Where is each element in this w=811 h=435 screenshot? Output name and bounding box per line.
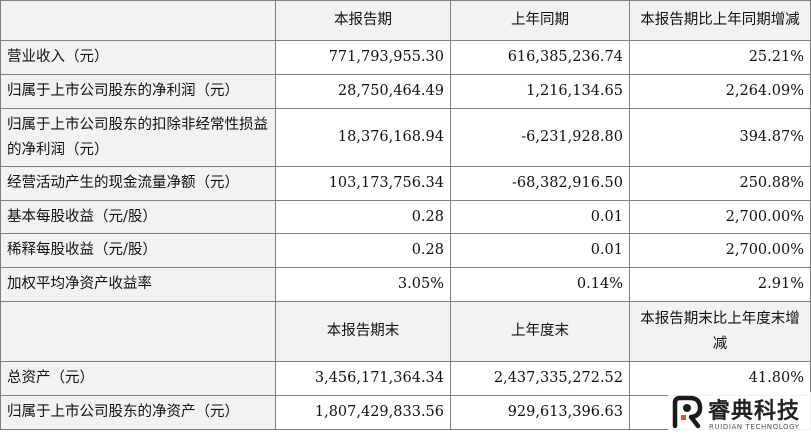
cell-value: 0.14%	[450, 267, 630, 302]
cell-value: 2,700.00%	[629, 200, 811, 234]
row-label: 加权平均净资产收益率	[0, 267, 276, 302]
ruidian-logo-icon	[672, 395, 703, 429]
cell-value: 25.21%	[629, 40, 811, 75]
table-row: 经营活动产生的现金流量净额（元） 103,173,756.34 -68,382,…	[0, 166, 811, 201]
table-row: 稀释每股收益（元/股） 0.28 0.01 2,700.00%	[0, 233, 811, 268]
cell-value: 0.28	[275, 233, 451, 268]
header-cell: 上年度末	[450, 301, 630, 362]
cell-value: 103,173,756.34	[275, 166, 451, 201]
row-label: 总资产（元）	[0, 361, 276, 396]
cell-value: 1,807,429,833.56	[275, 395, 451, 430]
row-label: 归属于上市公司股东的净利润（元）	[0, 74, 276, 109]
table-row: 总资产（元） 3,456,171,364.34 2,437,335,272.52…	[0, 361, 811, 396]
row-label: 归属于上市公司股东的扣除非经常性损益的净利润（元）	[0, 108, 276, 167]
cell-value: 2,700.00%	[629, 233, 811, 268]
table-subheader-row: 本报告期末 上年度末 本报告期末比上年度末增减	[0, 301, 811, 362]
header-cell: 本报告期比上年同期增减	[629, 0, 811, 41]
cell-value: 616,385,236.74	[450, 40, 630, 75]
cell-value: 3.05%	[275, 267, 451, 302]
header-cell: 本报告期末比上年度末增减	[629, 301, 811, 362]
row-label: 基本每股收益（元/股）	[0, 200, 276, 234]
row-label: 营业收入（元）	[0, 40, 276, 75]
cell-value: 2.91%	[629, 267, 811, 302]
cell-value: 250.88%	[629, 166, 811, 201]
watermark-logo: 睿典科技 RUIDIAN TECHNOLOGY	[668, 392, 811, 435]
watermark-brand-en: RUIDIAN TECHNOLOGY	[709, 423, 800, 431]
header-blank-cell	[0, 0, 276, 41]
cell-value: 0.01	[450, 233, 630, 268]
cell-value: 394.87%	[629, 108, 811, 167]
header-blank-cell	[0, 301, 276, 362]
cell-value: 28,750,464.49	[275, 74, 451, 109]
cell-value: -68,382,916.50	[450, 166, 630, 201]
row-label: 稀释每股收益（元/股）	[0, 233, 276, 268]
table-row: 归属于上市公司股东的净利润（元） 28,750,464.49 1,216,134…	[0, 74, 811, 109]
cell-value: 0.28	[275, 200, 451, 234]
row-label: 归属于上市公司股东的净资产（元）	[0, 395, 276, 430]
header-cell: 上年同期	[450, 0, 630, 41]
table-header-row: 本报告期 上年同期 本报告期比上年同期增减	[0, 0, 811, 41]
cell-value: 771,793,955.30	[275, 40, 451, 75]
cell-value: 2,437,335,272.52	[450, 361, 630, 396]
cell-value: 2,264.09%	[629, 74, 811, 109]
cell-value: -6,231,928.80	[450, 108, 630, 167]
cell-value: 3,456,171,364.34	[275, 361, 451, 396]
cell-value: 1,216,134.65	[450, 74, 630, 109]
table-row: 营业收入（元） 771,793,955.30 616,385,236.74 25…	[0, 40, 811, 75]
cell-value: 41.80%	[629, 361, 811, 396]
cell-value: 0.01	[450, 200, 630, 234]
row-label: 经营活动产生的现金流量净额（元）	[0, 166, 276, 201]
header-cell: 本报告期末	[275, 301, 451, 362]
table-row: 基本每股收益（元/股） 0.28 0.01 2,700.00%	[0, 200, 811, 234]
cell-value: 929,613,396.63	[450, 395, 630, 430]
table-row: 加权平均净资产收益率 3.05% 0.14% 2.91%	[0, 267, 811, 302]
header-cell: 本报告期	[275, 0, 451, 41]
cell-value: 18,376,168.94	[275, 108, 451, 167]
table-row: 归属于上市公司股东的扣除非经常性损益的净利润（元） 18,376,168.94 …	[0, 108, 811, 167]
watermark-brand-cn: 睿典科技	[708, 399, 801, 424]
